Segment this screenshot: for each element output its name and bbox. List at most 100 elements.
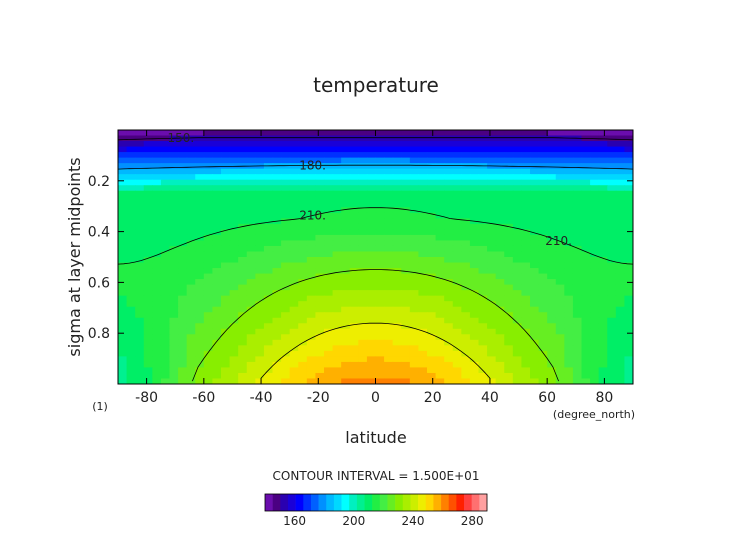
heatmap-cell xyxy=(530,290,540,297)
heatmap-cell xyxy=(564,190,574,197)
heatmap-cell xyxy=(143,328,153,335)
heatmap-cell xyxy=(341,130,351,137)
heatmap-cell xyxy=(169,372,179,380)
heatmap-cell xyxy=(118,268,128,275)
heatmap-cell xyxy=(349,157,359,164)
heatmap-cell xyxy=(289,157,299,164)
heatmap-cell xyxy=(135,262,145,269)
heatmap-cell xyxy=(547,207,557,214)
heatmap-cell xyxy=(384,201,394,208)
heatmap-cell xyxy=(255,190,265,197)
heatmap-cell xyxy=(186,295,196,302)
heatmap-cell xyxy=(212,163,222,170)
heatmap-cell xyxy=(281,251,291,258)
heatmap-cell xyxy=(255,179,265,186)
heatmap-cell xyxy=(615,146,626,153)
heatmap-cell xyxy=(607,190,617,197)
heatmap-cell xyxy=(624,174,633,181)
heatmap-cell xyxy=(203,361,214,369)
heatmap-cell xyxy=(444,257,454,264)
heatmap-cell xyxy=(418,223,428,230)
heatmap-cell xyxy=(581,130,591,137)
heatmap-cell xyxy=(590,372,600,380)
heatmap-cell xyxy=(238,157,248,164)
heatmap-cell xyxy=(169,245,179,253)
heatmap-cell xyxy=(435,240,445,247)
heatmap-cell xyxy=(160,245,171,253)
heatmap-cell xyxy=(341,157,351,164)
heatmap-cell xyxy=(152,223,162,230)
heatmap-cell xyxy=(590,130,600,137)
heatmap-cell xyxy=(229,295,239,302)
heatmap-cell xyxy=(366,328,377,335)
heatmap-cell xyxy=(169,361,179,369)
heatmap-cell xyxy=(203,328,214,335)
heatmap-cell xyxy=(461,268,471,275)
heatmap-cell xyxy=(126,146,136,153)
heatmap-cell xyxy=(427,273,437,280)
heatmap-cell xyxy=(238,328,248,335)
heatmap-cell xyxy=(195,257,205,264)
heatmap-cell xyxy=(169,218,179,225)
heatmap-cell xyxy=(281,301,291,308)
heatmap-cell xyxy=(272,157,282,164)
heatmap-cell xyxy=(409,174,420,181)
heatmap-cell xyxy=(281,223,291,230)
heatmap-cell xyxy=(521,130,531,137)
heatmap-cell xyxy=(324,257,334,264)
heatmap-cell xyxy=(135,190,145,197)
heatmap-cell xyxy=(607,372,617,380)
heatmap-cell xyxy=(435,229,445,236)
heatmap-cell xyxy=(375,179,385,186)
heatmap-cell xyxy=(401,306,411,313)
heatmap-cell xyxy=(547,306,557,313)
heatmap-cell xyxy=(461,339,471,346)
heatmap-cell xyxy=(452,130,462,137)
heatmap-cell xyxy=(169,207,179,214)
heatmap-cell xyxy=(263,141,274,148)
heatmap-cell xyxy=(229,273,239,280)
heatmap-cell xyxy=(221,168,231,175)
heatmap-cell xyxy=(118,130,128,137)
colorbar-tick-label: 160 xyxy=(283,514,306,528)
heatmap-cell xyxy=(547,218,557,225)
heatmap-cell xyxy=(590,295,600,302)
heatmap-cell xyxy=(178,273,188,280)
heatmap-cell xyxy=(521,135,531,142)
heatmap-cell xyxy=(581,152,591,159)
heatmap-cell xyxy=(324,185,334,192)
heatmap-cell xyxy=(598,196,608,203)
heatmap-cell xyxy=(427,378,437,384)
heatmap-cell xyxy=(547,339,557,346)
heatmap-cell xyxy=(590,245,600,253)
heatmap-cell xyxy=(495,240,505,247)
colorbar-tick-label: 240 xyxy=(402,514,425,528)
heatmap-cell xyxy=(152,367,162,374)
heatmap-cell xyxy=(143,317,153,324)
heatmap-cell xyxy=(461,212,471,219)
colorbar-swatch xyxy=(265,494,273,511)
heatmap-cell xyxy=(255,234,265,242)
heatmap-cell xyxy=(160,317,171,324)
heatmap-cell xyxy=(349,234,359,242)
heatmap-cell xyxy=(598,218,608,225)
heatmap-cell xyxy=(315,339,325,346)
heatmap-cell xyxy=(469,301,480,308)
heatmap-cell xyxy=(504,218,514,225)
heatmap-cell xyxy=(504,212,514,219)
heatmap-cell xyxy=(487,179,497,186)
heatmap-cell xyxy=(581,284,591,291)
heatmap-cell xyxy=(607,317,617,324)
heatmap-cell xyxy=(384,306,394,313)
heatmap-cell xyxy=(384,361,394,369)
heatmap-cell xyxy=(418,168,428,175)
heatmap-cell xyxy=(281,328,291,335)
heatmap-cell xyxy=(572,141,583,148)
heatmap-cell xyxy=(384,372,394,380)
heatmap-cell xyxy=(572,174,583,181)
heatmap-cell xyxy=(152,174,162,181)
heatmap-cell xyxy=(263,174,274,181)
heatmap-cell xyxy=(332,130,342,137)
heatmap-cell xyxy=(358,356,368,363)
heatmap-cell xyxy=(349,301,359,308)
